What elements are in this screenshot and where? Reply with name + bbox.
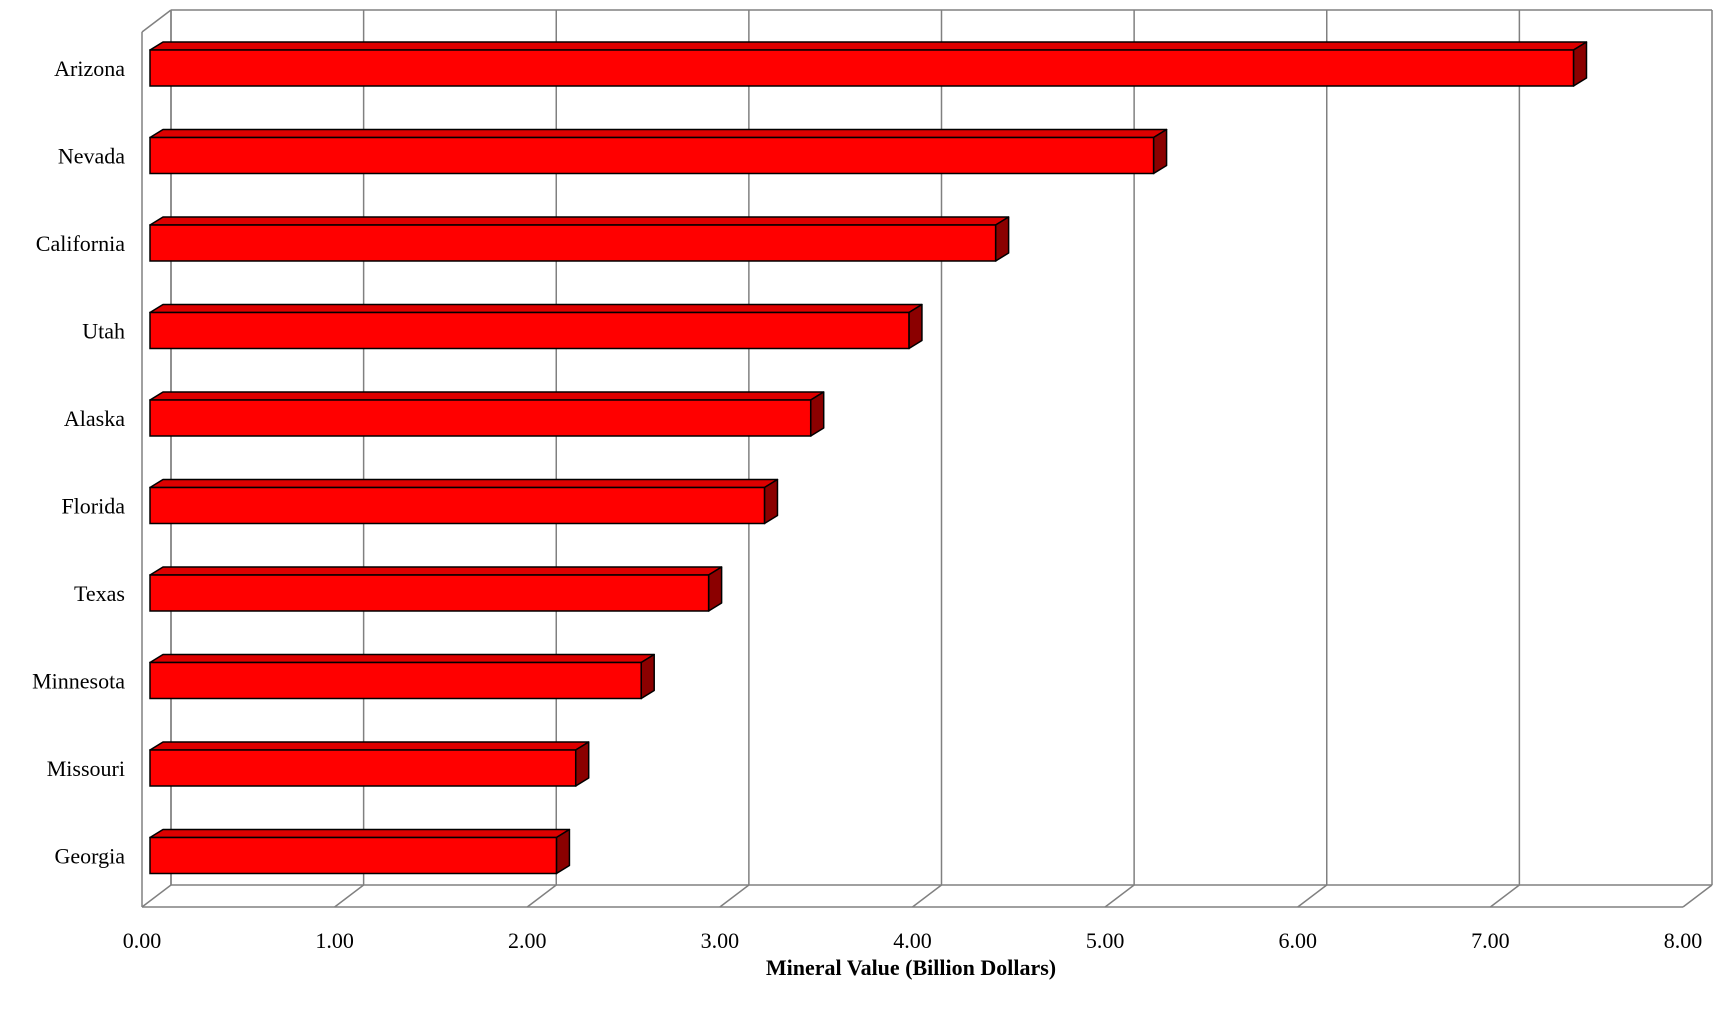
y-category-label: Texas bbox=[74, 581, 125, 606]
floor-gridline bbox=[141, 884, 172, 908]
bar-side bbox=[994, 216, 1010, 262]
bar-top bbox=[149, 566, 723, 576]
bar bbox=[149, 136, 1155, 175]
y-category-label: Utah bbox=[82, 319, 125, 344]
bar-group bbox=[149, 653, 655, 700]
bar bbox=[149, 836, 558, 875]
bar-side bbox=[640, 653, 655, 700]
bar-side bbox=[574, 741, 590, 787]
bar-group bbox=[149, 566, 723, 612]
bar-top bbox=[149, 128, 1168, 139]
bar-layer bbox=[149, 41, 1588, 875]
floor-gridline bbox=[1104, 884, 1135, 908]
x-tick-label: 1.00 bbox=[315, 928, 354, 953]
bar-side bbox=[908, 303, 923, 350]
bar-top bbox=[149, 828, 571, 839]
bar bbox=[149, 311, 910, 350]
left-wall-top-edge bbox=[141, 9, 172, 33]
x-tick-label: 0.00 bbox=[123, 928, 162, 953]
bar-group bbox=[149, 128, 1168, 175]
bar-top bbox=[149, 391, 825, 401]
y-category-label: Georgia bbox=[55, 844, 126, 869]
x-tick-label: 3.00 bbox=[701, 928, 740, 953]
bar bbox=[149, 49, 1575, 87]
bar-group bbox=[149, 391, 825, 437]
bar-top bbox=[149, 478, 779, 489]
bar-top bbox=[149, 303, 923, 314]
bar bbox=[149, 749, 577, 787]
bar bbox=[149, 486, 766, 525]
y-category-label: Missouri bbox=[47, 756, 125, 781]
x-axis-title: Mineral Value (Billion Dollars) bbox=[766, 955, 1056, 980]
floor-gridline bbox=[912, 884, 942, 908]
y-category-label: Florida bbox=[61, 494, 125, 519]
bar-top bbox=[149, 216, 1010, 226]
x-tick-label: 6.00 bbox=[1279, 928, 1318, 953]
bar-group bbox=[149, 41, 1588, 87]
floor-gridline bbox=[1297, 884, 1328, 908]
bar bbox=[149, 574, 710, 612]
bar-side bbox=[555, 828, 571, 875]
bar-side bbox=[1152, 128, 1168, 175]
x-tick-label: 8.00 bbox=[1664, 928, 1703, 953]
label-layer: 0.00 1.00 2.00 3.00 4.00 5.00 6.00 7.00 8.00 Ariz… bbox=[32, 56, 1702, 953]
bar-top bbox=[149, 741, 590, 751]
bar-side bbox=[763, 478, 779, 525]
y-category-label: Nevada bbox=[58, 144, 125, 169]
y-category-label: California bbox=[36, 231, 125, 256]
bar-top bbox=[149, 41, 1588, 51]
floor-gridline bbox=[719, 884, 750, 908]
x-tick-label: 2.00 bbox=[508, 928, 547, 953]
floor-gridline bbox=[334, 884, 365, 908]
floor-gridline bbox=[526, 884, 557, 908]
y-category-label: Alaska bbox=[64, 406, 125, 431]
bar bbox=[149, 661, 642, 700]
bar-group bbox=[149, 828, 571, 875]
bar-group bbox=[149, 216, 1010, 262]
bar-side bbox=[809, 391, 825, 437]
bar-side bbox=[1572, 41, 1588, 87]
y-category-label: Arizona bbox=[54, 56, 125, 81]
bar-top bbox=[149, 653, 655, 664]
bar bbox=[149, 399, 812, 437]
bar-group bbox=[149, 478, 779, 525]
x-tick-label: 4.00 bbox=[893, 928, 932, 953]
x-tick-label: 5.00 bbox=[1086, 928, 1125, 953]
x-tick-label: 7.00 bbox=[1471, 928, 1510, 953]
floor-gridline bbox=[1489, 884, 1520, 908]
y-category-label: Minnesota bbox=[32, 669, 125, 694]
bar-side bbox=[707, 566, 723, 612]
bar bbox=[149, 224, 997, 262]
floor-gridline bbox=[1682, 884, 1713, 908]
bar-group bbox=[149, 303, 923, 350]
bar-group bbox=[149, 741, 590, 787]
